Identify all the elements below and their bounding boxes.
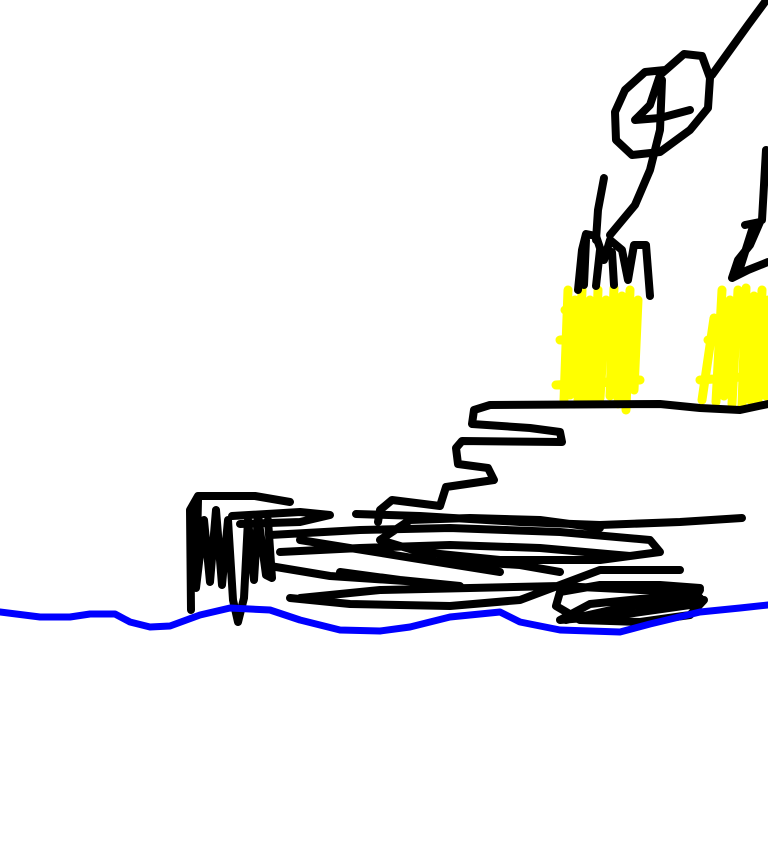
yellow-scribble (551, 283, 645, 415)
figures (574, 0, 768, 300)
body (606, 76, 666, 239)
yellow-lights (551, 283, 768, 415)
ship (186, 492, 746, 626)
arm (592, 174, 608, 244)
yellow-scribble (695, 283, 768, 411)
hand (574, 230, 654, 300)
stairs (374, 400, 768, 526)
head (611, 50, 714, 159)
hand (728, 146, 768, 282)
line (708, 0, 768, 79)
water-line (0, 601, 768, 636)
hull-scribble (228, 508, 746, 626)
